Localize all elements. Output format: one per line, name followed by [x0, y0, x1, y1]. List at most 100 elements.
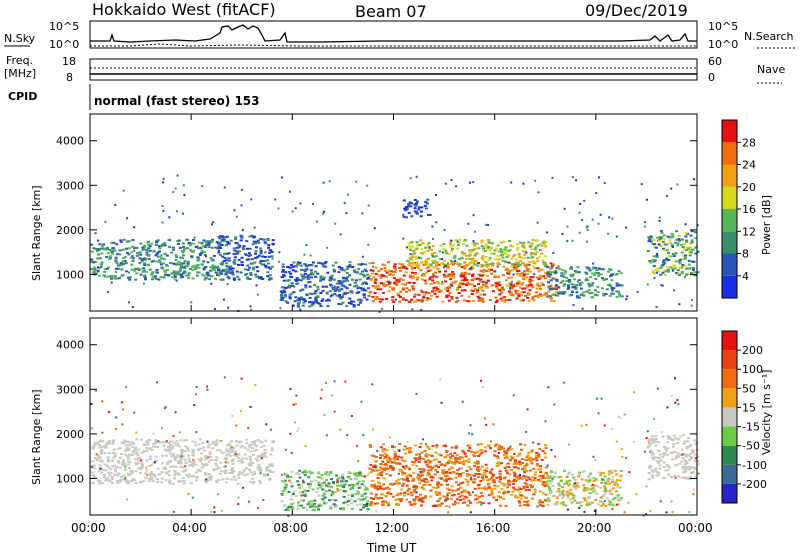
echo-pixel [170, 272, 174, 275]
echo-pixel [473, 244, 477, 247]
echo-pixel [118, 264, 122, 267]
echo-pixel [498, 472, 502, 475]
echo-pixel [589, 472, 593, 475]
echo-pixel [535, 452, 539, 455]
echo-pixel [607, 470, 611, 473]
echo-pixel [366, 474, 370, 477]
echo-pixel [209, 475, 213, 478]
echo-pixel [121, 263, 124, 266]
echo-pixel [450, 296, 454, 299]
echo-pixel [208, 478, 212, 481]
echo-pixel [306, 281, 310, 284]
echo-pixel [466, 480, 470, 483]
echo-pixel [533, 273, 536, 276]
echo-pixel [359, 287, 363, 290]
echo-pixel [98, 446, 102, 449]
echo-pixel [570, 283, 574, 286]
echo-pixel [261, 259, 265, 262]
echo-pixel [147, 258, 151, 260]
echo-pixel [102, 468, 106, 471]
echo-pixel [477, 487, 481, 490]
echo-pixel [157, 440, 160, 443]
echo-pixel [140, 438, 143, 441]
echo-pixel [655, 271, 658, 274]
echo-pixel [250, 441, 254, 444]
echo-pixel [223, 376, 226, 379]
echo-pixel [404, 465, 408, 468]
echo-pixel [435, 193, 437, 196]
echo-pixel [500, 291, 504, 294]
echo-pixel [286, 476, 290, 479]
echo-pixel [417, 461, 421, 463]
echo-pixel [546, 265, 550, 268]
echo-pixel [256, 466, 260, 469]
echo-pixel [238, 471, 242, 474]
echo-pixel [559, 281, 563, 284]
echo-pixel [404, 290, 408, 293]
echo-pixel [332, 503, 336, 506]
echo-pixel [583, 199, 586, 202]
echo-pixel [249, 450, 253, 453]
echo-pixel [412, 282, 416, 284]
echo-pixel [112, 464, 116, 467]
echo-pixel [549, 490, 553, 493]
echo-pixel [481, 289, 485, 292]
echo-pixel [99, 439, 103, 442]
echo-pixel [224, 472, 228, 475]
echo-pixel [585, 266, 589, 269]
echo-pixel [664, 469, 668, 472]
echo-pixel [656, 252, 659, 255]
echo-pixel [313, 300, 317, 303]
echo-pixel [657, 243, 661, 246]
echo-pixel [480, 473, 484, 476]
echo-pixel [328, 180, 331, 183]
echo-pixel [474, 287, 478, 290]
echo-pixel [409, 257, 413, 260]
echo-pixel [130, 263, 134, 266]
echo-pixel [206, 261, 210, 264]
echo-pixel [368, 467, 372, 470]
echo-pixel [376, 450, 379, 452]
echo-pixel [448, 505, 451, 508]
echo-pixel [530, 242, 534, 245]
echo-pixel [200, 246, 202, 249]
echo-pixel [617, 415, 620, 418]
echo-pixel [596, 503, 600, 506]
echo-pixel [574, 286, 577, 289]
echo-pixel [103, 267, 107, 270]
echo-pixel [160, 257, 164, 260]
echo-pixel [266, 465, 270, 468]
echo-pixel [587, 289, 591, 292]
echo-pixel [162, 177, 165, 180]
echo-pixel [677, 260, 681, 263]
echo-pixel [352, 269, 356, 272]
echo-pixel [516, 243, 520, 246]
echo-pixel [402, 265, 406, 268]
echo-pixel [257, 241, 261, 244]
echo-pixel [248, 500, 250, 503]
echo-pixel [231, 458, 235, 461]
echo-pixel [499, 496, 503, 499]
echo-pixel [400, 283, 404, 286]
echo-pixel [393, 482, 396, 485]
echo-pixel [496, 265, 499, 268]
echo-pixel [176, 174, 179, 177]
echo-pixel [405, 267, 409, 270]
echo-pixel [415, 261, 419, 264]
echo-pixel [614, 273, 618, 276]
echo-pixel [651, 476, 655, 479]
echo-pixel [656, 267, 660, 270]
echo-pixel [480, 379, 483, 382]
echo-pixel [525, 276, 529, 279]
echo-pixel [381, 298, 385, 301]
echo-pixel [374, 456, 378, 458]
echo-pixel [337, 290, 341, 292]
echo-pixel [232, 260, 236, 263]
echo-pixel [371, 383, 374, 386]
echo-pixel [194, 264, 198, 267]
echo-pixel [449, 245, 453, 248]
echo-pixel [526, 273, 529, 276]
echo-pixel [468, 447, 472, 449]
echo-pixel [128, 441, 131, 444]
echo-pixel [502, 497, 506, 500]
